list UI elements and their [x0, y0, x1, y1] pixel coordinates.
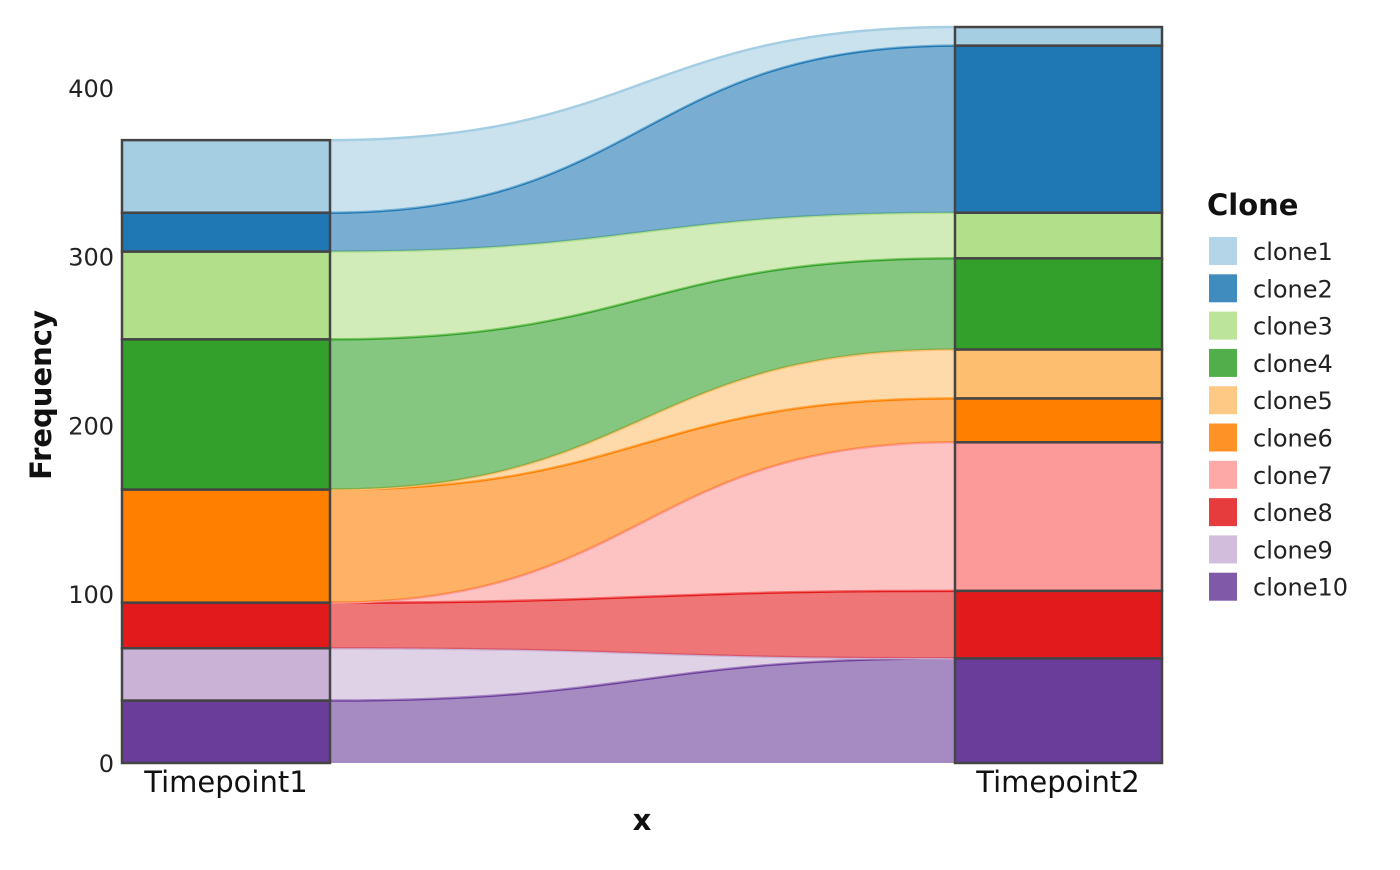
flow-clone3 — [330, 212, 955, 340]
legend-label: clone2 — [1253, 275, 1333, 303]
legend-key-clone1 — [1209, 237, 1237, 265]
stratum-clone2-Timepoint1 — [120, 211, 332, 253]
legend-label: clone4 — [1253, 350, 1333, 378]
flow-clone1 — [330, 27, 955, 213]
stratum-clone3-Timepoint1 — [120, 250, 332, 341]
y-tick-label: 300 — [68, 244, 114, 272]
stratum-clone8-Timepoint1 — [120, 601, 332, 650]
legend-label: clone9 — [1253, 536, 1333, 564]
stratum-clone10-Timepoint2 — [953, 657, 1164, 765]
stratum-clone2-Timepoint2 — [953, 44, 1164, 214]
flow-clone8 — [330, 590, 955, 659]
y-tick-label: 100 — [68, 581, 114, 609]
stratum-clone7-Timepoint2 — [953, 441, 1164, 593]
y-axis: 0 100 200 300 400 — [68, 75, 114, 778]
legend-label: clone7 — [1253, 462, 1333, 490]
legend-key-clone8 — [1209, 498, 1237, 527]
flow-clone4 — [330, 258, 955, 490]
legend-label: clone1 — [1253, 238, 1333, 266]
stratum-clone1-Timepoint1 — [120, 138, 332, 214]
legend-key-clone4 — [1209, 348, 1237, 377]
stratum-clone6-Timepoint2 — [953, 397, 1164, 444]
flow-edge-clone1 — [329, 25, 956, 142]
legend-label: clone8 — [1253, 499, 1333, 527]
legend-key-clone6 — [1209, 423, 1237, 452]
x-tick-label: Timepoint2 — [975, 765, 1139, 799]
stratum-clone5-Timepoint2 — [953, 348, 1164, 400]
legend-key-clone9 — [1209, 535, 1237, 564]
legend-label: clone3 — [1253, 313, 1333, 341]
x-tick-label: Timepoint1 — [143, 765, 307, 799]
stratum-clone6-Timepoint1 — [120, 488, 332, 604]
legend-label: clone10 — [1253, 574, 1348, 602]
legend-key-clone10 — [1209, 572, 1237, 601]
legend: clone1 clone2 clone3 clone4 clone5 clone6 clon… — [1209, 237, 1348, 602]
flow-clone9 — [330, 648, 955, 701]
legend-label: clone6 — [1253, 425, 1333, 453]
stratum-clone4-Timepoint1 — [120, 338, 332, 491]
legend-key-clone5 — [1209, 386, 1237, 415]
legend-key-clone3 — [1209, 311, 1237, 340]
flows — [329, 25, 956, 763]
strata — [120, 25, 1164, 765]
y-tick-label: 0 — [99, 750, 114, 778]
legend-title: Clone — [1207, 188, 1298, 222]
y-axis-label: Frequency — [24, 310, 58, 480]
flow-clone6 — [330, 398, 955, 603]
legend-key-clone7 — [1209, 460, 1237, 489]
x-axis-label: x — [633, 803, 652, 837]
y-tick-label: 400 — [68, 75, 114, 103]
y-tick-label: 200 — [68, 412, 114, 440]
stratum-clone10-Timepoint1 — [120, 699, 332, 765]
legend-key-clone2 — [1209, 274, 1237, 303]
stratum-clone1-Timepoint2 — [953, 25, 1164, 47]
stratum-clone9-Timepoint1 — [120, 646, 332, 702]
flow-clone2 — [330, 45, 955, 252]
stratum-clone8-Timepoint2 — [953, 589, 1164, 660]
legend-label: clone5 — [1253, 387, 1333, 415]
stratum-clone4-Timepoint2 — [953, 257, 1164, 351]
flow-clone10 — [330, 658, 955, 763]
stratum-clone3-Timepoint2 — [953, 211, 1164, 260]
